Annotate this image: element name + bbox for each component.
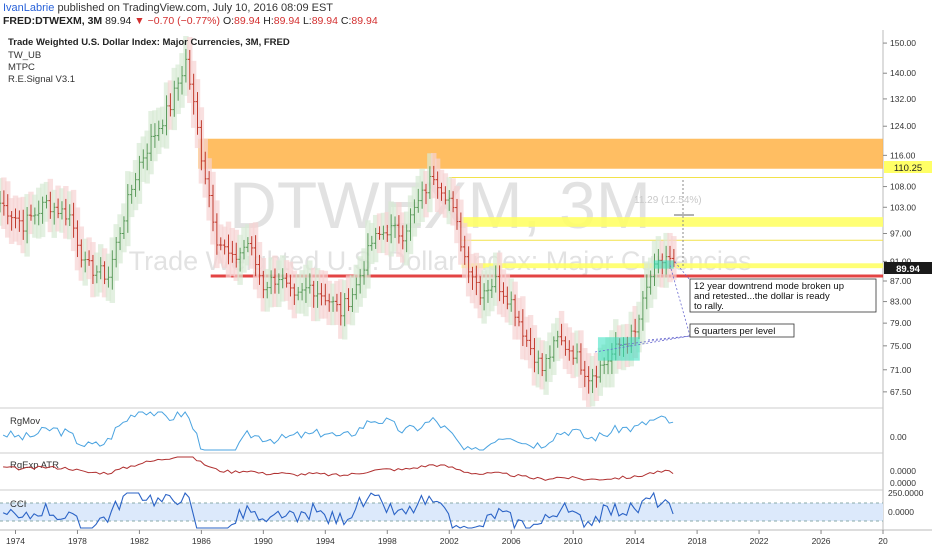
x-tick-label: 2014 [626, 536, 645, 546]
note-line-1: 12 year downtrend mode broken up [694, 281, 844, 292]
indicator-tw-ub: TW_UB [8, 50, 41, 61]
y-tick-label: 116.00 [890, 150, 916, 160]
x-tick-label: 1990 [254, 536, 273, 546]
fan-lines [594, 261, 691, 353]
yellow-zone [461, 217, 883, 227]
x-tick-label: 2006 [502, 536, 521, 546]
y-tick-label: 79.00 [890, 318, 912, 328]
low-label: L: [302, 15, 312, 27]
teal-zone-2 [653, 260, 674, 269]
author-link[interactable]: IvanLabrie [3, 2, 55, 14]
rgmov-label: RgMov [10, 416, 40, 427]
cci-band [0, 503, 883, 521]
rgexp-tick-1: 0.0000 [890, 466, 916, 476]
target-price-text: 110.25 [894, 163, 922, 174]
close-label: C: [340, 15, 352, 27]
cci-tick-2: 0.0000 [888, 507, 914, 517]
x-tick-label: 2002 [440, 536, 459, 546]
x-tick-label: 1974 [6, 536, 25, 546]
x-tick-label: 1978 [68, 536, 87, 546]
rgmov-line [2, 411, 674, 451]
y-tick-label: 124.00 [890, 121, 916, 131]
x-axis: 1974 1978 1982 1986 1990 1994 1998 2002 2006 2010… [6, 530, 888, 546]
y-tick-label: 83.00 [890, 297, 912, 307]
cci-tick-1: 250.0000 [888, 488, 924, 498]
orange-zone [198, 138, 883, 169]
rgexp-tick-2: 0.0000 [890, 478, 916, 488]
publish-info: published on TradingView.com, July 10, 2… [57, 2, 334, 14]
open-label: O: [222, 15, 235, 27]
low-value: 89.94 [311, 15, 338, 27]
y-axis: 150.00 140.00 132.00 124.00 116.00 108.00 103.… [883, 38, 916, 397]
last-price: 89.94 [105, 15, 132, 27]
x-tick-label: 1994 [316, 536, 335, 546]
candles-layer [0, 35, 677, 407]
measure-label: 11.29 (12.54%) [634, 195, 702, 206]
x-tick-label: 2026 [812, 536, 831, 546]
y-tick-label: 103.00 [890, 202, 916, 212]
y-tick-label: 71.00 [890, 365, 912, 375]
y-tick-label: 150.00 [890, 38, 916, 48]
quarters-note-text: 6 quarters per level [694, 326, 775, 337]
ohlc-line: FRED:DTWEXM, 3M 89.94 ▼ −0.70 (−0.77%) O… [3, 15, 378, 27]
rgexp-label: RgExp ATR [10, 460, 59, 471]
y-tick-label: 97.00 [890, 228, 912, 238]
y-tick-label: 140.00 [890, 68, 916, 78]
rgmov-tick: 0.00 [890, 432, 907, 442]
note-line-2: and retested...the dollar is ready [694, 291, 830, 302]
y-tick-label: 67.50 [890, 387, 912, 397]
x-tick-label: 2022 [750, 536, 769, 546]
y-tick-label: 87.00 [890, 276, 912, 286]
symbol-label: FRED:DTWEXM, 3M [3, 15, 103, 27]
x-tick-label: 1982 [130, 536, 149, 546]
high-label: H: [263, 15, 274, 27]
cci-label: CCI [10, 499, 26, 510]
last-price-text: 89.94 [896, 264, 920, 275]
x-tick-label: 2010 [564, 536, 583, 546]
cci-line [2, 491, 674, 530]
down-arrow-icon: ▼ [134, 15, 145, 27]
high-value: 89.94 [273, 15, 301, 27]
chart-title: Trade Weighted U.S. Dollar Index: Major … [8, 37, 290, 48]
downtrend-note[interactable]: 12 year downtrend mode broken up and ret… [689, 278, 877, 313]
y-tick-label: 132.00 [890, 94, 916, 104]
indicator-resignal: R.E.Signal V3.1 [8, 74, 75, 85]
target-price-tag: 110.25 [884, 161, 932, 174]
price-change: −0.70 (−0.77%) [147, 15, 221, 27]
quarters-note[interactable]: 6 quarters per level [689, 323, 795, 338]
close-value: 89.94 [351, 15, 378, 27]
x-tick-label: 2018 [688, 536, 707, 546]
x-tick-label: 20 [878, 536, 888, 546]
y-tick-label: 91.00 [890, 256, 912, 266]
open-value: 89.94 [234, 15, 261, 27]
x-tick-label: 1986 [192, 536, 211, 546]
last-price-tag: 89.94 [884, 262, 932, 275]
y-tick-label: 108.00 [890, 182, 916, 192]
y-tick-label: 75.00 [890, 341, 912, 351]
x-tick-label: 1998 [378, 536, 397, 546]
note-line-3: to rally. [694, 301, 724, 312]
indicator-mtpc: MTPC [8, 62, 35, 73]
rgexp-line [3, 456, 674, 481]
teal-zone [597, 337, 640, 361]
publish-line: IvanLabrie published on TradingView.com,… [3, 2, 333, 14]
